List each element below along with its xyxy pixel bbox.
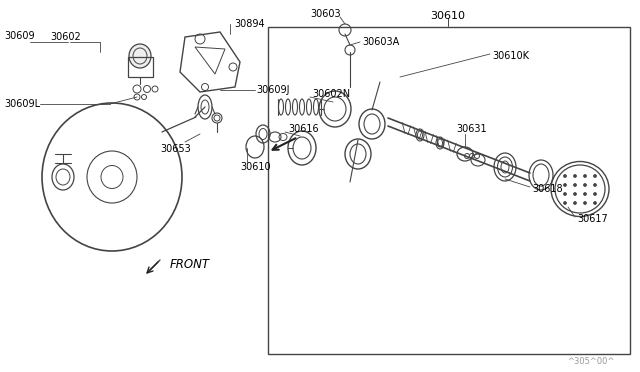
Circle shape <box>593 202 596 205</box>
Circle shape <box>584 192 586 196</box>
Text: 30610: 30610 <box>240 162 271 172</box>
Text: 30609L: 30609L <box>4 99 40 109</box>
Circle shape <box>563 202 566 205</box>
Text: 30609: 30609 <box>4 31 35 41</box>
Text: 30609J: 30609J <box>256 85 289 95</box>
Text: FRONT: FRONT <box>170 257 210 270</box>
Circle shape <box>593 183 596 186</box>
Circle shape <box>563 183 566 186</box>
Circle shape <box>573 183 577 186</box>
Text: 30616: 30616 <box>288 124 319 134</box>
Circle shape <box>584 183 586 186</box>
Bar <box>268 27 630 354</box>
Text: 30603: 30603 <box>310 9 340 19</box>
Text: 30631: 30631 <box>456 124 486 134</box>
Text: 30894: 30894 <box>234 19 264 29</box>
Circle shape <box>573 192 577 196</box>
Text: 30653: 30653 <box>160 144 191 154</box>
Circle shape <box>563 174 566 177</box>
Circle shape <box>573 174 577 177</box>
Circle shape <box>593 174 596 177</box>
Text: 30610: 30610 <box>430 11 465 21</box>
Text: 30603A: 30603A <box>362 37 399 47</box>
Ellipse shape <box>129 44 151 68</box>
Text: 30610K: 30610K <box>492 51 529 61</box>
Circle shape <box>593 192 596 196</box>
Circle shape <box>563 192 566 196</box>
Text: 30618: 30618 <box>532 184 563 194</box>
Circle shape <box>584 174 586 177</box>
Text: ^305^00^: ^305^00^ <box>566 357 614 366</box>
Circle shape <box>584 202 586 205</box>
Circle shape <box>573 202 577 205</box>
Bar <box>128 57 153 77</box>
Text: 30617: 30617 <box>577 214 608 224</box>
Text: 30602N: 30602N <box>312 89 350 99</box>
Text: 30602: 30602 <box>50 32 81 42</box>
